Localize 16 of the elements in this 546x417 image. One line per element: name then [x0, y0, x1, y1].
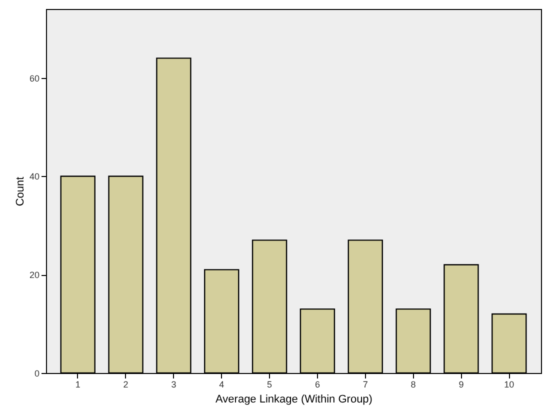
y-axis-title: Count	[14, 176, 26, 206]
x-axis-title: Average Linkage (Within Group)	[216, 394, 372, 406]
y-tick-label: 40	[29, 172, 40, 182]
x-tick-label: 6	[314, 380, 320, 390]
x-tick-label: 7	[362, 380, 368, 390]
x-tick-label: 5	[267, 380, 272, 390]
y-tick-label: 60	[29, 73, 40, 84]
x-tick-label: 1	[75, 380, 80, 390]
x-tick-label: 3	[171, 380, 176, 390]
x-tick-label: 4	[219, 380, 224, 390]
y-tick-label: 20	[29, 270, 40, 280]
x-tick-label: 9	[458, 380, 464, 390]
x-tick-label: 2	[123, 380, 128, 390]
x-tick-label: 8	[410, 380, 416, 390]
x-tick-label: 10	[504, 380, 514, 390]
y-tick-label: 0	[34, 368, 40, 378]
